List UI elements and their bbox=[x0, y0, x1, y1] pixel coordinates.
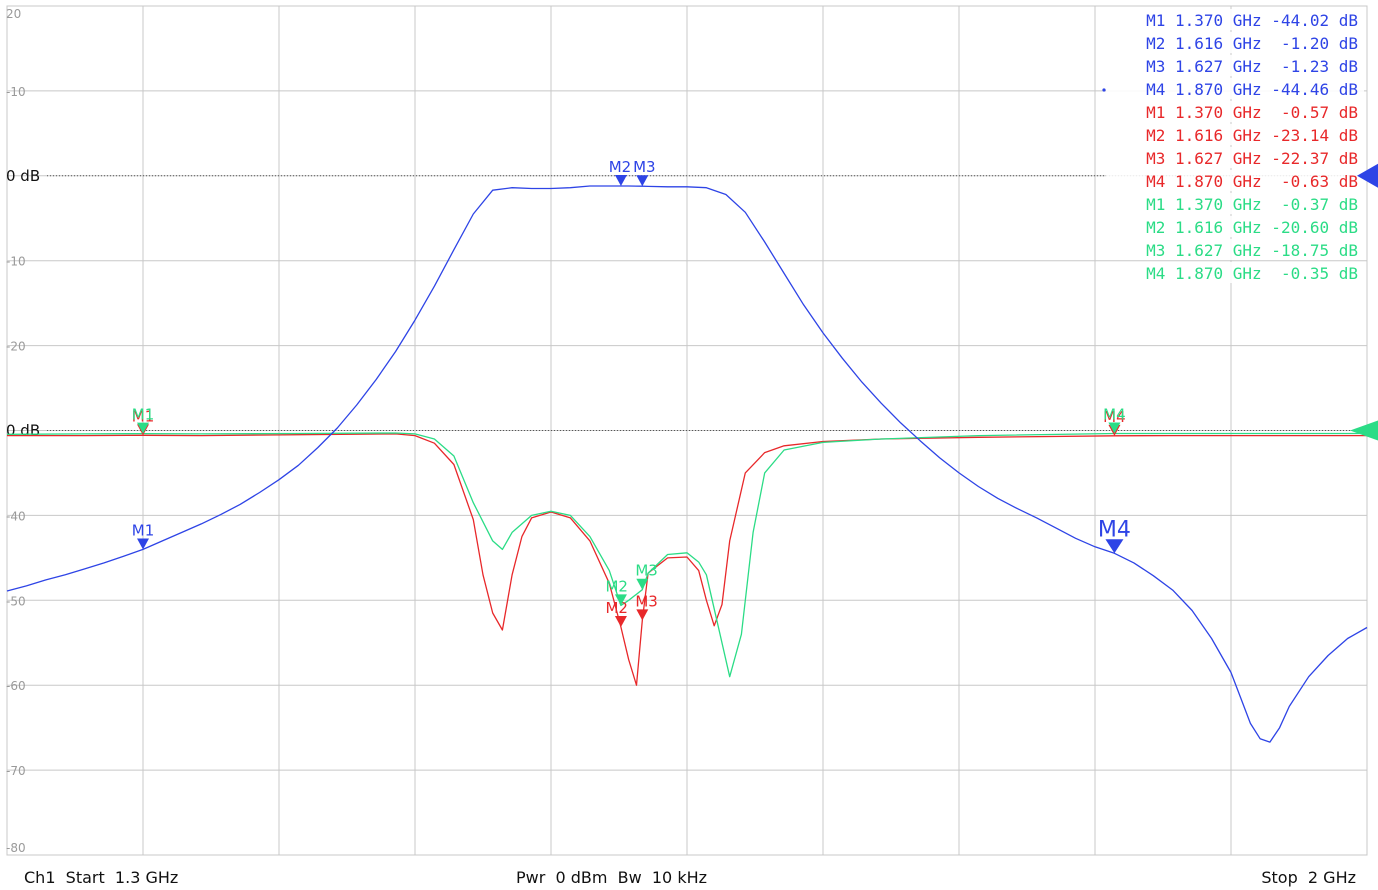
marker-m3-triangle bbox=[636, 175, 649, 187]
y-tick-label: -50 bbox=[6, 594, 26, 608]
readout-row-bg bbox=[1106, 78, 1364, 99]
marker-m1-triangle bbox=[137, 422, 149, 434]
readout-row-bg bbox=[1106, 101, 1364, 122]
readout-row: M3 1.627 GHz -18.75 dB bbox=[1146, 241, 1358, 260]
marker-m1-triangle bbox=[137, 538, 149, 550]
marker-m2-label: M2 bbox=[609, 158, 632, 176]
y-tick-labels: 20 -10 0 dB -10 -20 0 dB -40 -50 -60 -70 -80 bbox=[6, 7, 40, 855]
marker-m4-label: M4 bbox=[1103, 405, 1126, 423]
readout-row: M2 1.616 GHz -23.14 dB bbox=[1146, 126, 1358, 145]
y-tick-label: -40 bbox=[6, 509, 26, 523]
readout-row: M4 1.870 GHz -0.63 dB bbox=[1146, 172, 1358, 191]
readout-row-bg bbox=[1106, 170, 1364, 191]
marker-m2-triangle bbox=[614, 594, 627, 606]
y-tick-label: -20 bbox=[6, 340, 26, 354]
readout-row-bg bbox=[1106, 262, 1364, 283]
readout-row-bg bbox=[1106, 32, 1364, 53]
reference-level-arrows bbox=[1350, 163, 1378, 441]
readout-row: M1 1.370 GHz -0.37 dB bbox=[1146, 195, 1358, 214]
y-tick-label: -70 bbox=[6, 764, 26, 778]
marker-m4-triangle bbox=[1108, 422, 1121, 434]
footer-stop: Stop 2 GHz bbox=[1261, 868, 1356, 887]
readout-row: M4 1.870 GHz -44.46 dB bbox=[1146, 80, 1358, 99]
readout-row: M3 1.627 GHz -22.37 dB bbox=[1146, 149, 1358, 168]
y-tick-label: 0 dB bbox=[6, 167, 40, 185]
footer-start: Ch1 Start 1.3 GHz bbox=[24, 868, 179, 887]
y-tick-label: -10 bbox=[6, 255, 26, 269]
readout-row: M1 1.370 GHz -0.57 dB bbox=[1146, 103, 1358, 122]
marker-m3-triangle bbox=[636, 609, 649, 621]
y-tick-label: -10 bbox=[6, 85, 26, 99]
marker-m2-triangle bbox=[614, 615, 627, 627]
y-tick-label: -80 bbox=[6, 841, 26, 855]
ref-arrow-green bbox=[1350, 420, 1378, 441]
marker-m3-label: M3 bbox=[635, 562, 658, 580]
marker-m4-triangle bbox=[1105, 539, 1124, 554]
marker-m1-label: M1 bbox=[132, 407, 155, 425]
marker-m3-triangle bbox=[636, 578, 649, 590]
marker-m4-label: M4 bbox=[1103, 408, 1126, 426]
y-tick-label: -60 bbox=[6, 679, 26, 693]
readout-row: M4 1.870 GHz -0.35 dB bbox=[1146, 264, 1358, 283]
readout-row: M2 1.616 GHz -20.60 dB bbox=[1146, 218, 1358, 237]
readout-row-bg bbox=[1106, 9, 1364, 30]
marker-m4-label: M4 bbox=[1098, 517, 1131, 542]
marker-m3-label: M3 bbox=[633, 158, 656, 176]
trace-reflection-red bbox=[7, 433, 1367, 686]
reference-lines bbox=[47, 175, 1367, 431]
ref-arrow-blue bbox=[1357, 163, 1378, 188]
marker-m3-label: M3 bbox=[635, 592, 658, 610]
readout-row: M3 1.627 GHz -1.23 dB bbox=[1146, 57, 1358, 76]
readout-row: M2 1.616 GHz -1.20 dB bbox=[1146, 34, 1358, 53]
marker-readout-table: M1 1.370 GHz -44.02 dB M2 1.616 GHz -1.20… bbox=[1102, 9, 1364, 283]
traces bbox=[6, 185, 1368, 743]
marker-m1-label: M1 bbox=[132, 406, 155, 424]
y-tick-label: 0 dB bbox=[6, 422, 40, 440]
readout-row-bg bbox=[1106, 216, 1364, 237]
active-marker-dot bbox=[1102, 88, 1106, 92]
trace-transmission bbox=[6, 185, 1368, 743]
marker-m2-label: M2 bbox=[605, 599, 628, 617]
marker-m1-label: M1 bbox=[132, 522, 155, 540]
marker-m2-label: M2 bbox=[605, 577, 628, 595]
readout-row: M1 1.370 GHz -44.02 dB bbox=[1146, 11, 1358, 30]
readout-row-bg bbox=[1106, 55, 1364, 76]
readout-row-bg bbox=[1106, 239, 1364, 260]
y-tick-label: 20 bbox=[6, 7, 21, 21]
footer-center: Pwr 0 dBm Bw 10 kHz bbox=[516, 868, 708, 887]
readout-row-bg bbox=[1106, 124, 1364, 145]
marker-m2-triangle bbox=[614, 174, 627, 186]
trace-reflection-green bbox=[6, 432, 1367, 678]
readout-row-bg bbox=[1106, 193, 1364, 214]
readout-row-bg bbox=[1106, 147, 1364, 168]
